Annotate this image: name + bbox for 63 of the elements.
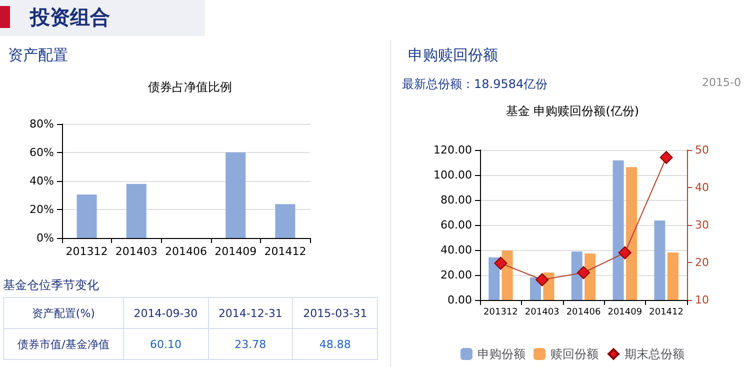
y2-tick-label: 20 (695, 256, 709, 269)
text: 资产配置(%) (4, 298, 124, 328)
bar (612, 160, 624, 300)
bar (126, 184, 146, 238)
text: 投资组合 (30, 4, 110, 31)
data-label: 23.78 (208, 328, 293, 360)
text: 最新总份额：18.9584亿份 (402, 76, 548, 93)
y-tick-label: 40% (30, 174, 54, 188)
y2-tick-label: 10 (695, 294, 709, 306)
data-label: 48.88 (292, 328, 378, 360)
y-tick-label: 60% (30, 146, 54, 159)
text: 基金仓位季节变化 (3, 277, 100, 294)
y-tick-label: 80.00 (440, 194, 472, 206)
text: 资产配置 (8, 46, 68, 65)
y2-tick-label: 50 (695, 144, 709, 156)
point (494, 256, 508, 270)
bar (502, 250, 513, 300)
legend-label: 申购份额 (478, 347, 526, 361)
x-tick-label: 201403 (115, 245, 158, 258)
data-label: 60.10 (123, 328, 208, 360)
x-tick-label: 201406 (566, 308, 601, 318)
y-tick-label: 100.00 (434, 168, 472, 182)
bar (275, 204, 296, 238)
text: 债券市值/基金净值 (4, 328, 124, 360)
legend-label: 赎回份额 (550, 347, 598, 361)
x-tick-label: 201406 (165, 245, 207, 258)
y-tick-label: 40.00 (440, 244, 472, 256)
y-tick-label: 20% (30, 203, 54, 216)
y-tick-label: 20.00 (440, 268, 472, 282)
point (536, 273, 549, 286)
y-tick-label: 60.00 (440, 218, 472, 232)
y2-tick-label: 30 (695, 218, 709, 232)
x-tick-label: 201409 (608, 308, 642, 318)
y2-tick-label: 40 (695, 181, 709, 194)
bar (626, 167, 637, 300)
bar (226, 152, 246, 238)
point (618, 246, 632, 260)
x-tick-label: 201412 (264, 245, 306, 258)
bar (571, 252, 582, 300)
text: 申购赎回份额 (408, 46, 498, 65)
bar (488, 257, 500, 300)
x-tick-label: 201312 (66, 245, 108, 258)
y-tick-label: 0.00 (448, 294, 472, 306)
bar (667, 252, 678, 300)
point (577, 266, 590, 280)
legend-label: 期末总份额 (624, 347, 684, 361)
x-tick-label: 201409 (214, 245, 257, 258)
y-tick-label: 0% (36, 232, 54, 244)
x-tick-label: 201412 (649, 308, 684, 318)
category-label: 2015-03-31 (292, 298, 378, 328)
bar (584, 254, 596, 300)
point (660, 151, 673, 164)
bar (76, 194, 97, 238)
category-label: 2014-09-30 (123, 298, 208, 328)
chart-title: 债券占净值比例 (148, 80, 232, 94)
y-tick-label: 120.00 (434, 144, 472, 156)
bar (654, 220, 666, 300)
y-tick-label: 80% (30, 118, 54, 130)
x-tick-label: 201403 (524, 308, 560, 318)
text: 2015-0 (702, 76, 741, 89)
category-label: 2014-12-31 (208, 298, 293, 328)
chart-title: 基金 申购赎回份额(亿份) (506, 104, 640, 118)
x-tick-label: 201312 (484, 308, 518, 318)
